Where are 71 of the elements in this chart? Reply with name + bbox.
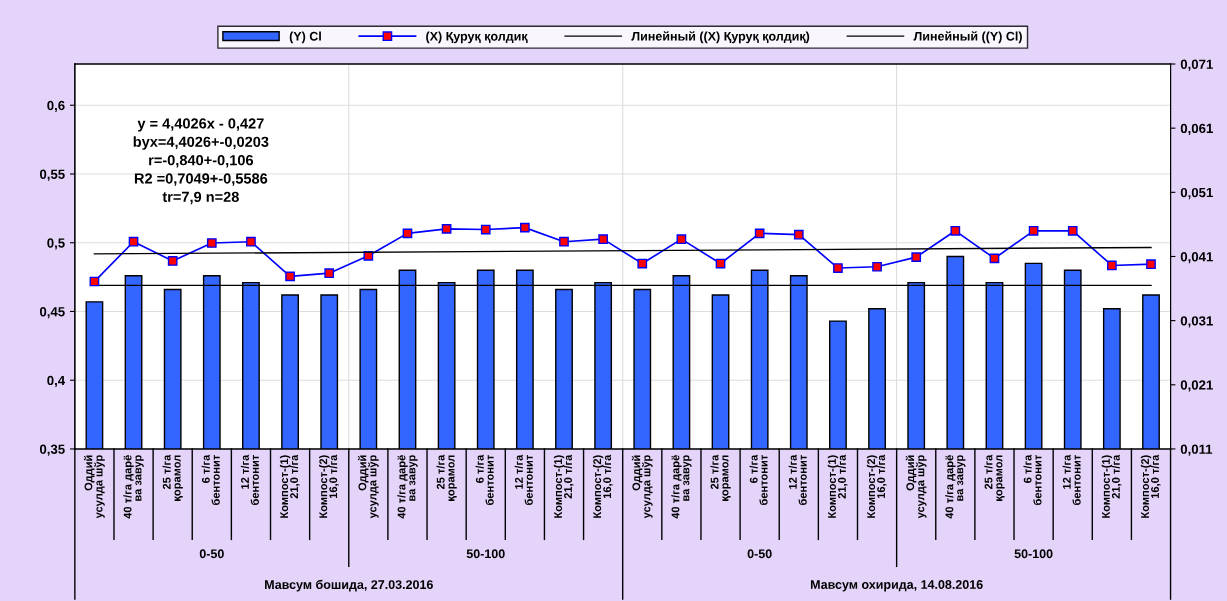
- y-tick-label: 0,35: [39, 444, 65, 456]
- text: Мавсум охирида, 14.08.2016: [810, 580, 983, 592]
- x-tick-label: 6 т/га бентонит: [475, 454, 494, 506]
- y2-tick-label: 0,011: [1180, 444, 1213, 456]
- point: [637, 258, 648, 269]
- x-tick-label: 25 т/га қорамол: [436, 454, 457, 501]
- x-tick-label: 25 т/га қорамол: [984, 454, 1005, 501]
- x-tick-label: Оддий усулда шўр: [905, 455, 927, 519]
- legend-label: (X) Қуруқ қолдиқ: [426, 31, 528, 44]
- point: [1067, 225, 1078, 236]
- x-tick-label: 12 т/га бентонит: [514, 454, 533, 506]
- x-tick-label: 12 т/га бентонит: [1062, 454, 1081, 506]
- point: [246, 236, 256, 247]
- text: Мавсум бошида, 27.03.2016: [265, 579, 433, 592]
- y2-tick-label: 0,041: [1180, 252, 1213, 264]
- point: [754, 228, 765, 239]
- point: [1028, 225, 1039, 236]
- point: [833, 263, 843, 273]
- x-tick-label: Компост-(2) 16,0 т/га: [866, 454, 887, 518]
- point: [324, 268, 335, 279]
- x-tick-label: 12 т/га бентонит: [788, 454, 807, 506]
- text: 0-50: [747, 549, 772, 559]
- point: [480, 224, 491, 235]
- x-tick-label: Компост-(1) 21,0 т/га: [827, 454, 848, 518]
- x-tick-label: Компост-(2) 16,0 т/га: [319, 454, 339, 518]
- point: [1106, 260, 1117, 271]
- x-tick-label: 6 т/га бентонит: [1023, 454, 1042, 506]
- x-tick-label: 6 т/га бентонит: [749, 454, 768, 506]
- y-tick-label: 0,4: [47, 375, 66, 388]
- legend-label: (Y) Cl: [289, 31, 321, 44]
- x-tick-label: 12 т/га бентонит: [240, 454, 259, 506]
- x-tick-label: 25 т/га қорамол: [710, 454, 731, 501]
- point: [520, 222, 530, 233]
- annotation: y = 4,4026x - 0,427 byx=4,4026+-0,0203 r=-0,840+-0,106 R2 =0,7049+-0,5586 tr=7,9 n=28: [133, 118, 269, 205]
- point: [285, 271, 295, 282]
- point: [676, 234, 687, 245]
- point: [206, 238, 217, 248]
- x-tick-label: 25 т/га қорамол: [162, 454, 183, 501]
- x-tick-label: Оддий усулда шўр: [631, 455, 653, 519]
- y2-tick-label: 0,051: [1180, 187, 1213, 200]
- y2-tick-label: 0,021: [1180, 380, 1213, 392]
- text: 50-100: [1014, 549, 1053, 559]
- point: [441, 224, 452, 234]
- legend-label: Линейный ((X) Қуруқ қолдиқ): [631, 31, 810, 44]
- point: [1146, 259, 1156, 270]
- point: [911, 252, 922, 262]
- x-tick-label: 6 т/га бентонит: [201, 454, 220, 506]
- y-tick-label: 0,55: [39, 169, 65, 181]
- point: [950, 225, 961, 236]
- y-tick-label: 0,5: [47, 238, 65, 250]
- x-tick-label: Компост-(2) 16,0 т/га: [592, 454, 613, 518]
- x-tick-label: Компост-(2) 16,0 т/га: [1140, 454, 1161, 518]
- x-tick-label: Компост-(1) 21,0 т/га: [279, 454, 300, 518]
- y2-tick-label: 0,071: [1180, 59, 1213, 71]
- x-tick-label: Компост-(1) 21,0 т/га: [1101, 454, 1122, 518]
- y2-tick-label: 0,031: [1180, 316, 1213, 328]
- point: [128, 236, 139, 247]
- y2-tick-label: 0,061: [1180, 123, 1213, 135]
- point: [559, 236, 569, 247]
- point: [167, 256, 178, 266]
- point: [872, 261, 882, 272]
- legend-label: Линейный ((Y) Cl): [913, 31, 1022, 44]
- point: [598, 234, 608, 245]
- y-tick-label: 0,6: [47, 100, 65, 113]
- point: [793, 229, 804, 240]
- x-tick-label: Оддий усулда шўр: [357, 455, 379, 519]
- text: 0-50: [199, 549, 224, 559]
- x-tick-label: Оддий усулда шўр: [84, 455, 105, 519]
- text: 50-100: [466, 549, 505, 559]
- x-tick-label: Компост-(1) 21,0 т/га: [553, 454, 574, 518]
- y-tick-label: 0,45: [39, 307, 65, 319]
